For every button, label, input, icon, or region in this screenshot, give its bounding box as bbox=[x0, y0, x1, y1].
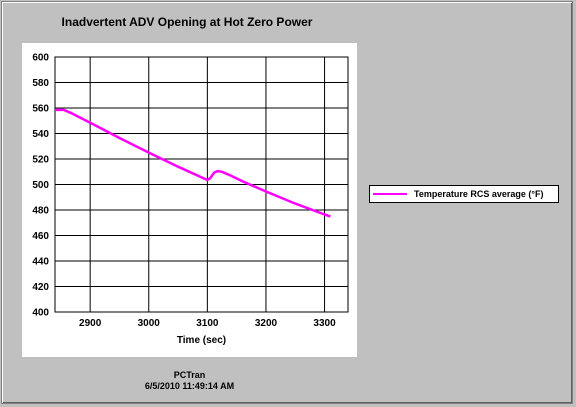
footer-source: PCTran bbox=[173, 370, 206, 380]
chart-svg: 400 420 440 460 480 500 520 540 560 580 600 2900 300… bbox=[32, 53, 349, 346]
y-tick-label: 420 bbox=[32, 282, 49, 293]
plot-area-border bbox=[54, 56, 349, 313]
y-tick-label: 580 bbox=[32, 78, 49, 89]
y-tick-label: 460 bbox=[32, 231, 49, 242]
footer-timestamp: 6/5/2010 11:49:14 AM bbox=[144, 381, 235, 391]
y-tick-label: 500 bbox=[32, 180, 49, 191]
x-tick-label: 3200 bbox=[255, 318, 278, 329]
footer: PCTran 6/5/2010 11:49:14 AM bbox=[22, 370, 357, 392]
plot-panel: 400 420 440 460 480 500 520 540 560 580 600 2900 300… bbox=[22, 43, 357, 357]
y-tick-label: 600 bbox=[32, 53, 49, 64]
y-tick-label: 520 bbox=[32, 155, 49, 166]
legend-label: Temperature RCS average (°F) bbox=[414, 189, 544, 199]
chart-title: Inadvertent ADV Opening at Hot Zero Powe… bbox=[61, 15, 313, 29]
y-tick-label: 560 bbox=[32, 104, 49, 115]
y-tick-label: 480 bbox=[32, 206, 49, 217]
y-tick-label: 440 bbox=[32, 257, 49, 268]
y-tick-label: 400 bbox=[32, 308, 49, 319]
x-tick-label: 3100 bbox=[196, 318, 219, 329]
x-axis-label: Time (sec) bbox=[177, 335, 226, 346]
series-line bbox=[55, 108, 331, 218]
legend-swatch bbox=[370, 185, 410, 203]
y-tick-label: 540 bbox=[32, 129, 49, 140]
legend-line bbox=[373, 193, 407, 195]
x-tick-label: 3000 bbox=[138, 318, 161, 329]
x-tick-label: 3300 bbox=[313, 318, 336, 329]
x-tick-label: 2900 bbox=[79, 318, 102, 329]
legend: Temperature RCS average (°F) bbox=[369, 185, 559, 203]
